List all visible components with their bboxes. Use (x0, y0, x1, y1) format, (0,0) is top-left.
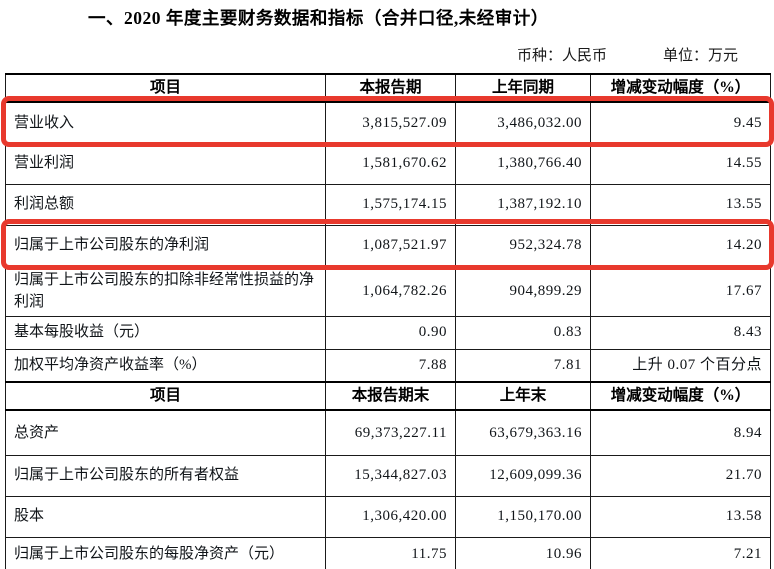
column-header: 本报告期末 (325, 381, 456, 411)
change-percent-value: 上升 0.07 个百分点 (590, 348, 771, 383)
meta-line: 币种：人民币 单位：万元 (0, 44, 738, 65)
column-header: 增减变动幅度（%） (590, 381, 771, 411)
table-row: 基本每股收益（元） 0.90 0.83 8.43 (5, 315, 771, 350)
current-period-value: 1,581,670.62 (325, 142, 456, 185)
prior-period-value: 7.81 (455, 348, 591, 383)
prior-period-value: 1,380,766.40 (455, 142, 591, 185)
prior-period-value: 3,486,032.00 (455, 101, 591, 144)
table-row: 营业收入 3,815,527.09 3,486,032.00 9.45 (5, 101, 771, 144)
table-row: 股本 1,306,420.00 1,150,170.00 13.58 (5, 495, 771, 538)
financial-report-page: 一、2020 年度主要财务数据和指标（合并口径,未经审计） 币种：人民币 单位：… (0, 5, 774, 569)
table-row: 归属于上市公司股东的每股净资产（元） 11.75 10.96 7.21 (5, 536, 771, 569)
row-label: 利润总额 (5, 183, 326, 226)
table-row: 归属于上市公司股东的扣除非经常性损益的净利润 1,064,782.26 904,89… (5, 265, 771, 317)
current-period-value: 3,815,527.09 (325, 101, 456, 144)
column-header: 增减变动幅度（%） (590, 73, 771, 103)
current-period-value: 1,087,521.97 (325, 224, 456, 267)
prior-period-value: 904,899.29 (455, 265, 591, 317)
change-percent-value: 9.45 (590, 101, 771, 144)
change-percent-value: 14.20 (590, 224, 771, 267)
financial-table-body: 项目 本报告期 上年同期 增减变动幅度（%） 营业收入 3,815,527.09 3,486… (5, 73, 771, 569)
column-header: 上年末 (455, 381, 591, 411)
column-header: 上年同期 (455, 73, 591, 103)
header-row-section-1: 项目 本报告期 上年同期 增减变动幅度（%） (5, 73, 771, 103)
table-row: 归属于上市公司股东的净利润 1,087,521.97 952,324.78 14.20 (5, 224, 771, 267)
table-row: 利润总额 1,575,174.15 1,387,192.10 13.55 (5, 183, 771, 226)
meta-spacer (607, 44, 663, 65)
current-period-value: 15,344,827.03 (325, 454, 456, 497)
current-period-value: 11.75 (325, 536, 456, 569)
row-label: 股本 (5, 495, 326, 538)
change-percent-value: 21.70 (590, 454, 771, 497)
table-row: 加权平均净资产收益率（%） 7.88 7.81 上升 0.07 个百分点 (5, 348, 771, 383)
change-percent-value: 8.94 (590, 409, 771, 456)
current-period-value: 1,064,782.26 (325, 265, 456, 317)
row-label: 归属于上市公司股东的净利润 (5, 224, 326, 267)
row-label: 归属于上市公司股东的所有者权益 (5, 454, 326, 497)
prior-period-value: 952,324.78 (455, 224, 591, 267)
current-period-value: 69,373,227.11 (325, 409, 456, 456)
current-period-value: 1,306,420.00 (325, 495, 456, 538)
change-percent-value: 13.55 (590, 183, 771, 226)
header-row-section-2: 项目 本报告期末 上年末 增减变动幅度（%） (5, 381, 771, 411)
row-label: 总资产 (5, 409, 326, 456)
table-row: 归属于上市公司股东的所有者权益 15,344,827.03 12,609,099.3… (5, 454, 771, 497)
column-header: 本报告期 (325, 73, 456, 103)
row-label: 归属于上市公司股东的扣除非经常性损益的净利润 (5, 265, 326, 317)
unit-note: 单位：万元 (662, 48, 738, 64)
prior-period-value: 0.83 (455, 315, 591, 350)
change-percent-value: 7.21 (590, 536, 771, 569)
current-period-value: 1,575,174.15 (325, 183, 456, 226)
row-label: 归属于上市公司股东的每股净资产（元） (5, 536, 326, 569)
financial-table: 项目 本报告期 上年同期 增减变动幅度（%） 营业收入 3,815,527.09 3,486… (5, 73, 771, 569)
page-title: 一、2020 年度主要财务数据和指标（合并口径,未经审计） (88, 8, 549, 28)
financial-table-wrapper: 项目 本报告期 上年同期 增减变动幅度（%） 营业收入 3,815,527.09 3,486… (1, 73, 774, 569)
prior-period-value: 63,679,363.16 (455, 409, 591, 456)
column-header: 项目 (5, 381, 326, 411)
row-label: 营业收入 (5, 101, 326, 144)
currency-note: 币种：人民币 (516, 48, 607, 64)
row-label: 加权平均净资产收益率（%） (5, 348, 326, 383)
change-percent-value: 13.58 (590, 495, 771, 538)
prior-period-value: 10.96 (455, 536, 591, 569)
change-percent-value: 14.55 (590, 142, 771, 185)
current-period-value: 7.88 (325, 348, 456, 383)
prior-period-value: 1,150,170.00 (455, 495, 591, 538)
current-period-value: 0.90 (325, 315, 456, 350)
prior-period-value: 12,609,099.36 (455, 454, 591, 497)
table-row: 营业利润 1,581,670.62 1,380,766.40 14.55 (5, 142, 771, 185)
change-percent-value: 17.67 (590, 265, 771, 317)
table-row: 总资产 69,373,227.11 63,679,363.16 8.94 (5, 409, 771, 456)
prior-period-value: 1,387,192.10 (455, 183, 591, 226)
column-header: 项目 (5, 73, 326, 103)
row-label: 营业利润 (5, 142, 326, 185)
row-label: 基本每股收益（元） (5, 315, 326, 350)
change-percent-value: 8.43 (590, 315, 771, 350)
